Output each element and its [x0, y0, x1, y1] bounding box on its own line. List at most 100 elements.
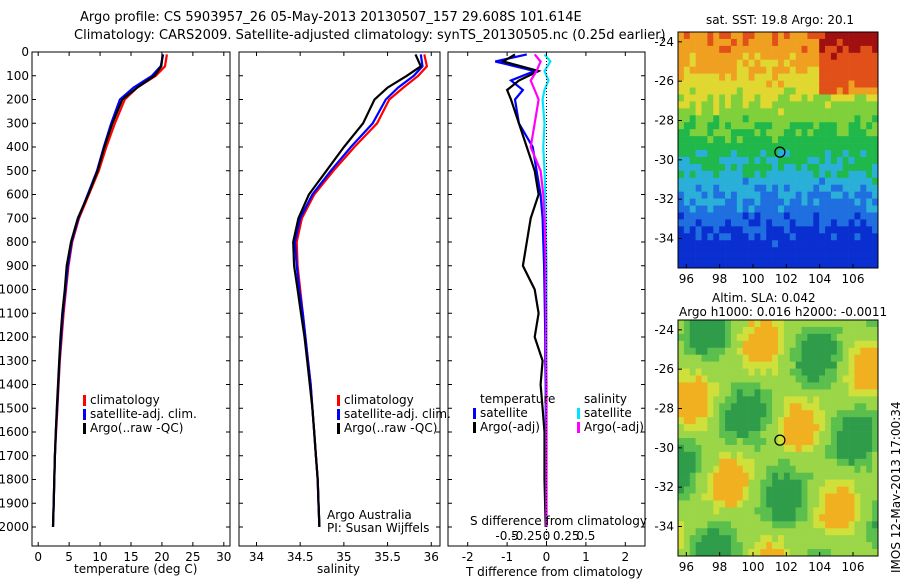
x-tick-label: 0	[34, 550, 42, 564]
map-cell	[678, 156, 685, 165]
map-cell	[825, 451, 832, 460]
map-cell	[707, 261, 714, 269]
map-cell	[736, 233, 743, 241]
map-cell	[854, 219, 861, 227]
map-cell	[819, 52, 826, 61]
map-cell	[854, 170, 861, 179]
map-cell	[754, 52, 761, 61]
map-cell	[807, 403, 814, 411]
map-cell	[825, 472, 832, 480]
map-cell	[842, 73, 849, 81]
map-cell	[848, 205, 855, 213]
map-cell	[801, 73, 808, 81]
diff-legend-temp-2: Argo(-adj)	[480, 420, 540, 434]
map-cell	[854, 163, 861, 172]
map-cell	[842, 38, 849, 47]
map-cell	[772, 493, 779, 501]
map-cell	[830, 163, 838, 172]
map-cell	[854, 528, 861, 536]
map-cell	[742, 451, 749, 460]
map-cell	[760, 438, 767, 446]
map-cell	[766, 177, 773, 185]
map-cell	[789, 59, 796, 67]
map-cell	[736, 240, 743, 248]
map-cell	[683, 479, 691, 487]
map-x-tick-label: 98	[712, 272, 727, 286]
map-cell	[866, 143, 873, 151]
map-cell	[836, 451, 843, 460]
map-cell	[778, 32, 785, 40]
map-cell	[854, 375, 861, 383]
map-cell	[713, 382, 720, 390]
map-cell	[825, 52, 832, 61]
map-cell	[748, 389, 755, 397]
map-cell	[866, 150, 873, 158]
map-cell	[772, 177, 779, 185]
map-cell	[695, 549, 702, 557]
map-cell	[807, 226, 814, 234]
map-cell	[783, 465, 791, 473]
map-cell	[789, 354, 796, 362]
salinity-panel: 34 34.5 35 35.5 36	[238, 51, 441, 564]
map-cell	[801, 45, 808, 54]
map-cell	[866, 191, 873, 199]
map-cell	[813, 340, 820, 349]
map-cell	[695, 115, 702, 123]
map-cell	[760, 486, 767, 494]
map-cell	[819, 177, 826, 185]
map-cell	[807, 45, 814, 54]
map-cell	[748, 101, 755, 109]
map-cell	[778, 458, 785, 467]
s-tick-label: 0.5	[576, 529, 595, 543]
map-cell	[848, 472, 855, 480]
map-cell	[730, 150, 738, 158]
map-cell	[778, 389, 785, 397]
map-cell	[783, 528, 791, 536]
map-cell	[766, 507, 773, 515]
map-cell	[872, 320, 879, 328]
map-cell	[842, 458, 849, 467]
map-cell	[872, 87, 879, 95]
map-cell	[819, 410, 826, 418]
map-cell	[713, 410, 720, 418]
map-cell	[742, 59, 749, 67]
map-cell	[842, 122, 849, 130]
header-line2: Climatology: CARS2009. Satellite-adjuste…	[74, 28, 666, 43]
map-cell	[748, 465, 755, 473]
map-cell	[742, 507, 749, 515]
map-cell	[848, 94, 855, 102]
map-cell	[766, 73, 773, 81]
map-cell	[754, 129, 761, 137]
map-cell	[678, 451, 685, 460]
map-cell	[801, 424, 808, 432]
map-cell	[683, 38, 691, 47]
map-cell	[801, 184, 808, 192]
map-cell	[730, 528, 738, 536]
series-satellite-adj-clim-	[293, 54, 424, 528]
map-cell	[766, 240, 773, 248]
map-cell	[689, 212, 696, 220]
map-cell	[719, 170, 726, 179]
map-cell	[819, 219, 826, 227]
map-cell	[848, 528, 855, 536]
map-cell	[754, 444, 761, 453]
axes-box	[31, 51, 231, 547]
map-cell	[789, 226, 796, 234]
map-cell	[754, 212, 761, 220]
map-cell	[795, 424, 802, 432]
diff-top-label: S difference from climatology	[470, 514, 647, 528]
map-cell	[778, 361, 785, 369]
map-cell	[742, 205, 749, 213]
map-cell	[701, 247, 708, 255]
map-cell	[713, 500, 720, 508]
map-cell	[866, 465, 873, 473]
map-cell	[872, 410, 879, 418]
map-cell	[860, 389, 867, 397]
map-cell	[783, 122, 791, 130]
map-cell	[678, 94, 685, 102]
map-cell	[719, 444, 726, 453]
map-cell	[748, 136, 755, 144]
map-cell	[719, 375, 726, 383]
map-cell	[683, 465, 691, 473]
map-cell	[766, 528, 773, 536]
